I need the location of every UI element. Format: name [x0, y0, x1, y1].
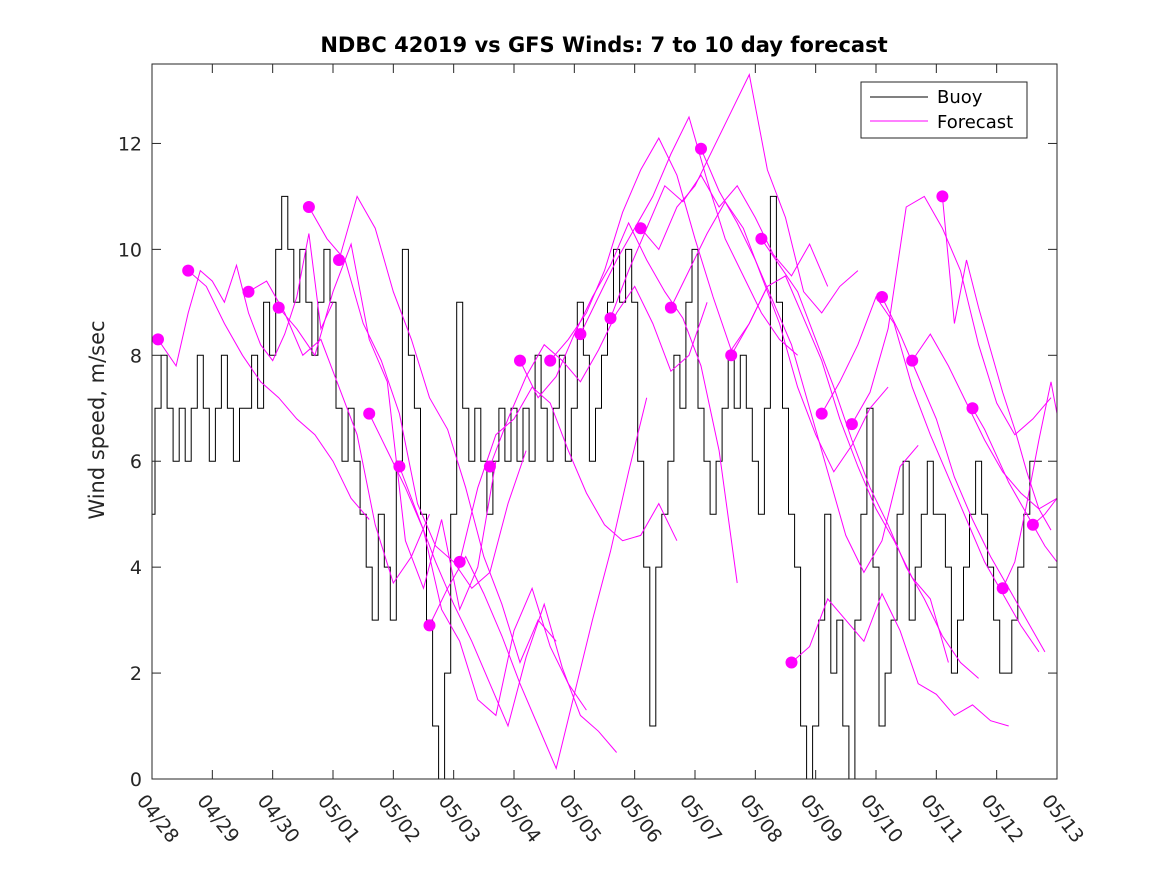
- axes-frame: [151, 63, 1058, 780]
- forecast-start-point-6: [333, 254, 345, 266]
- forecast-run-line-24: [881, 296, 1046, 653]
- forecast-start-point-23: [845, 418, 858, 431]
- forecast-run-line-7: [368, 413, 587, 717]
- forecast-run-line-21: [791, 592, 1009, 727]
- forecast-run-line-25: [911, 333, 1057, 510]
- x-tick-label: 05/12: [977, 791, 1028, 848]
- forecast-run-line-10: [459, 386, 678, 563]
- buoy-series-line: [152, 195, 1042, 779]
- forecast-start-point-5: [302, 201, 315, 213]
- forecast-start-point-29: [1026, 518, 1039, 531]
- forecast-start-point-15: [604, 312, 617, 325]
- x-tick-label: 05/09: [796, 791, 847, 848]
- y-tick-label: 4: [130, 557, 142, 579]
- forecast-run-line-28: [1002, 381, 1057, 589]
- x-tick-label: 05/10: [856, 791, 907, 848]
- legend: Buoy Forecast: [860, 81, 1028, 139]
- forecast-run-line-18: [700, 148, 919, 574]
- forecast-run-line-1: [157, 233, 334, 368]
- forecast-start-point-27: [966, 402, 979, 415]
- y-tick-label: 0: [130, 769, 142, 791]
- x-tick-label: 05/08: [735, 791, 786, 848]
- forecast-run-line-15: [610, 174, 829, 319]
- forecast-start-point-4: [272, 301, 285, 314]
- x-tick-label: 05/07: [675, 791, 726, 848]
- forecast-run-line-19: [730, 275, 949, 663]
- legend-forecast-label: Forecast: [937, 112, 1013, 133]
- x-tick-label: 05/03: [434, 791, 485, 848]
- plot-area: [152, 73, 1057, 779]
- forecast-start-point-1: [152, 333, 164, 346]
- forecast-start-point-20: [755, 232, 768, 245]
- chart-title: NDBC 42019 vs GFS Winds: 7 to 10 day for…: [320, 33, 887, 57]
- y-tick-label: 12: [118, 133, 142, 155]
- forecast-run-line-11: [489, 285, 708, 467]
- legend-box: [860, 81, 1028, 139]
- forecast-run-line-4: [278, 242, 497, 612]
- forecast-run-line-9: [429, 397, 648, 770]
- forecast-start-point-19: [725, 349, 738, 362]
- forecast-start-point-2: [182, 264, 195, 277]
- x-tick-label: 05/13: [1037, 791, 1088, 848]
- forecast-start-point-18: [695, 142, 707, 155]
- forecast-start-point-16: [634, 222, 647, 235]
- x-tick-label: 05/04: [494, 791, 545, 848]
- x-tick-label: 05/02: [373, 791, 424, 848]
- forecast-run-line-8: [398, 466, 617, 753]
- x-tick-label: 05/05: [554, 791, 605, 848]
- forecast-run-line-26: [941, 196, 1052, 531]
- forecast-start-point-9: [423, 619, 436, 632]
- forecast-run-line-16: [640, 73, 859, 314]
- y-tick-label: 6: [130, 451, 142, 473]
- forecast-start-point-22: [815, 407, 828, 420]
- forecast-run-line-20: [760, 238, 979, 679]
- x-tick-label: 04/30: [253, 791, 304, 848]
- forecast-run-line-27: [972, 408, 1057, 563]
- forecast-run-line-17: [670, 200, 889, 473]
- x-tick-label: 04/28: [132, 791, 183, 848]
- forecast-start-point-21: [785, 656, 798, 669]
- forecast-start-point-28: [996, 582, 1009, 595]
- forecast-start-point-11: [483, 460, 496, 473]
- legend-buoy-label: Buoy: [937, 87, 983, 108]
- forecast-start-point-7: [363, 407, 376, 420]
- x-tick-label: 05/11: [916, 791, 967, 848]
- forecast-start-point-26: [936, 190, 949, 203]
- y-tick-label: 2: [130, 663, 142, 685]
- forecast-start-point-24: [876, 291, 888, 303]
- forecast-start-point-10: [453, 555, 466, 568]
- forecast-run-line-23: [851, 195, 1052, 436]
- forecast-start-point-14: [574, 328, 587, 341]
- x-tick-label: 04/29: [192, 791, 243, 848]
- forecast-run-line-6: [338, 195, 557, 664]
- forecast-start-point-17: [664, 301, 677, 314]
- forecast-start-point-25: [906, 354, 919, 367]
- y-tick-label: 8: [130, 345, 142, 367]
- y-axis-label: Wind speed, m/sec: [85, 320, 109, 519]
- x-tick-label: 05/01: [313, 791, 364, 848]
- forecast-run-line-12: [519, 221, 738, 584]
- forecast-start-point-8: [393, 460, 406, 473]
- y-tick-label: 10: [118, 239, 142, 261]
- forecast-run-line-2: [187, 270, 370, 520]
- forecast-start-point-3: [242, 285, 255, 298]
- forecast-start-point-13: [544, 354, 557, 367]
- forecast-run-line-14: [579, 115, 798, 356]
- x-tick-label: 05/06: [615, 791, 666, 848]
- forecast-start-point-12: [514, 354, 526, 367]
